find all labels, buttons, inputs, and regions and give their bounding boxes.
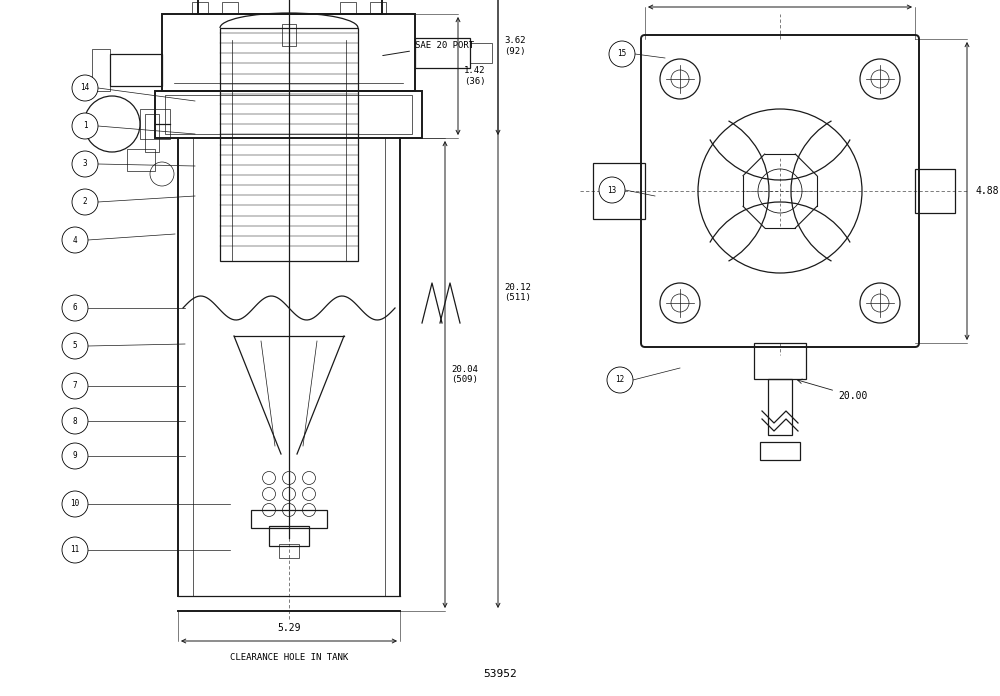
- Text: 4: 4: [73, 235, 77, 244]
- Bar: [340, 2, 356, 14]
- Circle shape: [609, 41, 635, 67]
- Bar: [269, 526, 309, 546]
- Text: 9: 9: [73, 452, 77, 461]
- Bar: [279, 544, 299, 558]
- Bar: [220, 28, 358, 261]
- Circle shape: [62, 333, 88, 359]
- Bar: [760, 442, 800, 460]
- Bar: [915, 169, 955, 213]
- Circle shape: [62, 443, 88, 469]
- Bar: [282, 24, 296, 46]
- Bar: [198, 0, 382, 14]
- Bar: [192, 2, 208, 14]
- Text: 7: 7: [73, 381, 77, 390]
- Bar: [110, 54, 162, 86]
- Bar: [127, 149, 155, 171]
- Text: 8: 8: [73, 416, 77, 425]
- Bar: [155, 91, 422, 138]
- Text: 10: 10: [70, 500, 80, 509]
- Text: 1: 1: [83, 122, 87, 131]
- Text: 5: 5: [73, 342, 77, 351]
- Text: 3.62
(92): 3.62 (92): [504, 36, 526, 56]
- Bar: [593, 163, 645, 219]
- Text: 2: 2: [83, 198, 87, 207]
- Bar: [754, 343, 806, 379]
- Text: 20.12
(511): 20.12 (511): [504, 283, 531, 302]
- Bar: [145, 114, 159, 152]
- Circle shape: [62, 491, 88, 517]
- Text: CLEARANCE HOLE IN TANK: CLEARANCE HOLE IN TANK: [230, 653, 348, 662]
- Circle shape: [607, 367, 633, 393]
- Circle shape: [62, 295, 88, 321]
- Bar: [92, 49, 110, 91]
- Text: 20.00: 20.00: [798, 379, 867, 401]
- Text: SAE 12 PORT: SAE 12 PORT: [0, 695, 1, 696]
- Text: 5.29: 5.29: [277, 623, 301, 633]
- Text: 11: 11: [70, 546, 80, 555]
- Text: 15: 15: [617, 49, 627, 58]
- Bar: [165, 95, 412, 134]
- Circle shape: [62, 537, 88, 563]
- Text: SAE 20 PORT: SAE 20 PORT: [383, 41, 474, 56]
- Text: 1.42
(36): 1.42 (36): [464, 66, 485, 86]
- Text: 14: 14: [80, 84, 90, 93]
- Circle shape: [62, 408, 88, 434]
- Text: 53952: 53952: [483, 669, 517, 679]
- Circle shape: [72, 113, 98, 139]
- Text: 20.04
(509): 20.04 (509): [451, 365, 478, 384]
- Bar: [251, 510, 327, 528]
- Circle shape: [599, 177, 625, 203]
- Circle shape: [62, 227, 88, 253]
- Bar: [768, 379, 792, 435]
- Bar: [140, 109, 170, 139]
- Text: 6: 6: [73, 303, 77, 313]
- Circle shape: [72, 151, 98, 177]
- Text: 3: 3: [83, 159, 87, 168]
- Text: 13: 13: [607, 186, 617, 194]
- Bar: [222, 2, 238, 14]
- Text: 12: 12: [615, 376, 625, 384]
- Circle shape: [72, 75, 98, 101]
- Bar: [370, 2, 386, 14]
- Bar: [162, 14, 415, 91]
- Circle shape: [72, 189, 98, 215]
- Bar: [470, 43, 492, 63]
- Circle shape: [62, 373, 88, 399]
- Text: 4.88: 4.88: [975, 186, 998, 196]
- Bar: [415, 38, 470, 68]
